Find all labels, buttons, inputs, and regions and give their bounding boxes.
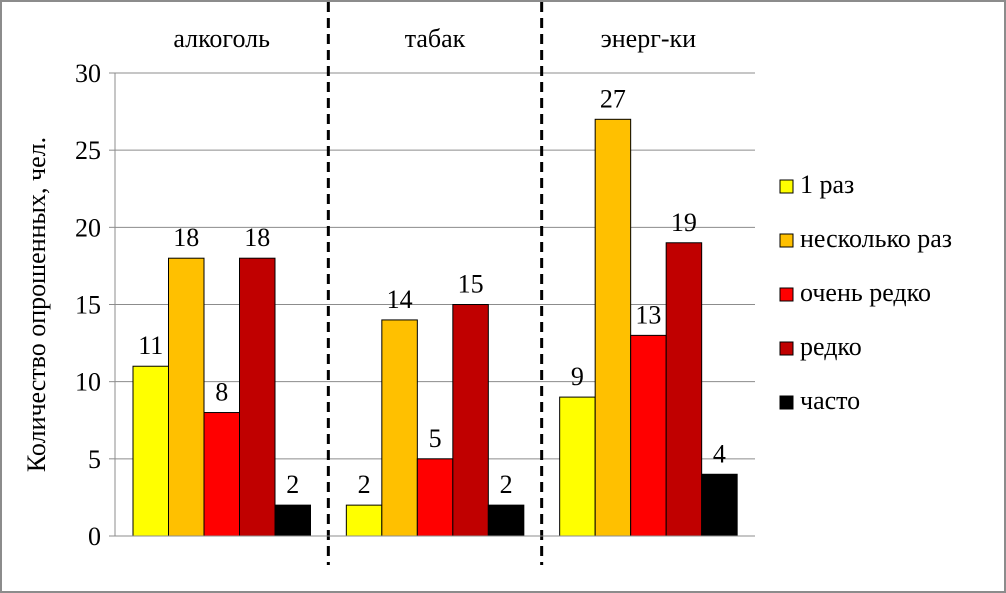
bar-1-2	[168, 257, 205, 537]
value-label: 8	[215, 378, 228, 407]
bar-1-5	[274, 504, 311, 537]
value-label: 9	[571, 362, 584, 391]
value-label: 19	[671, 208, 697, 237]
bar-1-4	[239, 257, 276, 537]
y-tick-label: 15	[75, 291, 101, 320]
bar-3-5	[701, 473, 738, 537]
value-label: 11	[138, 331, 163, 360]
value-label: 4	[713, 439, 726, 468]
value-label: 18	[244, 223, 270, 252]
legend-swatch	[779, 287, 794, 302]
y-tick-label: 5	[88, 445, 101, 474]
value-label: 14	[387, 285, 413, 314]
value-label: 2	[286, 470, 299, 499]
bar-3-2	[594, 118, 632, 537]
value-labels: 11 18 8 18 2 2 14 5 15 2 9 27 13 19 4	[138, 84, 726, 499]
bars	[132, 118, 738, 537]
bar-1-3	[203, 412, 240, 537]
legend-swatch	[779, 179, 794, 194]
legend-label: очень редко	[800, 278, 931, 307]
value-label: 13	[635, 300, 661, 329]
bar-3-3	[630, 334, 667, 537]
value-label: 15	[458, 270, 484, 299]
legend-label: несколько раз	[800, 224, 952, 253]
bar-2-1	[345, 504, 383, 537]
category-label: энерг-ки	[601, 24, 697, 53]
bar-3-1	[559, 396, 596, 537]
bar-1-1	[132, 365, 169, 537]
y-tick-label: 0	[88, 522, 101, 551]
value-label: 5	[429, 424, 442, 453]
y-tick-label: 20	[75, 213, 101, 242]
value-label: 27	[600, 84, 626, 113]
legend: 1 раз несколько раз очень редко редко часто	[779, 170, 952, 415]
y-tick-label: 10	[75, 368, 101, 397]
bar-2-2	[381, 319, 418, 537]
bar-3-4	[665, 242, 703, 537]
category-label: табак	[405, 24, 466, 53]
value-label: 2	[500, 470, 513, 499]
value-label: 2	[358, 470, 371, 499]
bar-2-4	[452, 304, 489, 537]
category-label: алкоголь	[173, 24, 270, 53]
y-tick-label: 30	[75, 59, 101, 88]
legend-label: часто	[800, 386, 860, 415]
legend-label: редко	[800, 332, 862, 361]
bar-2-3	[416, 458, 454, 537]
y-tick-label: 25	[75, 136, 101, 165]
y-axis-title: Количество опрошенных, чел.	[22, 137, 51, 472]
legend-label: 1 раз	[800, 170, 854, 199]
bar-2-5	[487, 504, 525, 537]
value-label: 18	[173, 223, 199, 252]
legend-swatch	[779, 395, 794, 410]
legend-swatch	[779, 341, 794, 356]
legend-swatch	[779, 233, 794, 248]
